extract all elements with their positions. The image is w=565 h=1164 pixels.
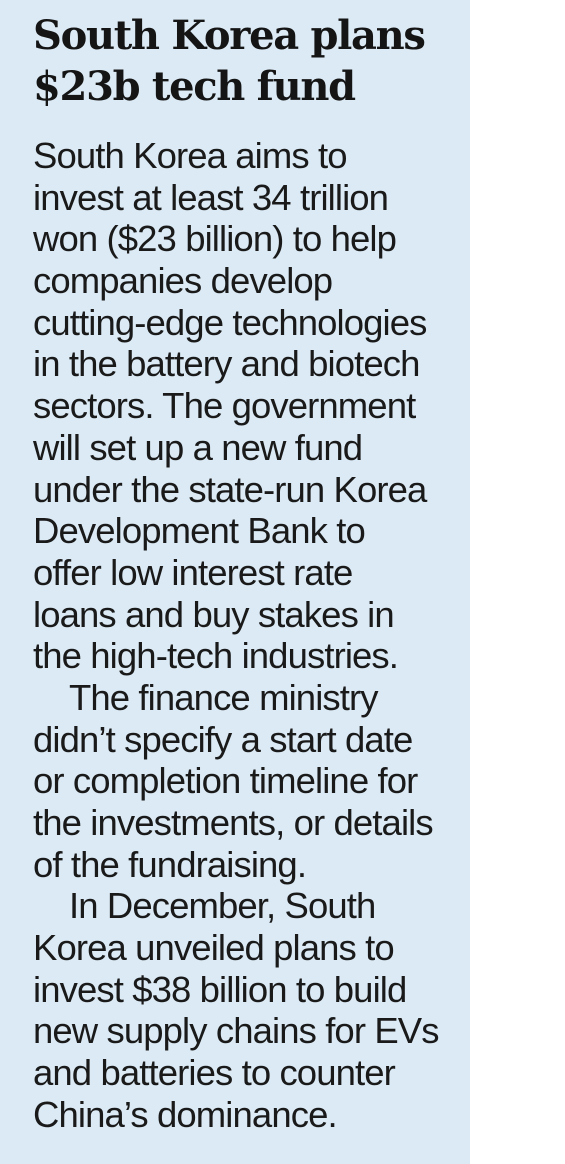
body-line: cutting-edge technologies xyxy=(33,301,427,343)
body-line: The finance ministry xyxy=(69,676,378,718)
body-line: loans and buy stakes in xyxy=(33,593,395,635)
body-line: offer low interest rate xyxy=(33,551,353,593)
article-body: South Korea aims to invest at least 34 t… xyxy=(33,135,470,1136)
body-line: will set up a new fund xyxy=(33,426,363,468)
body-line: invest at least 34 trillion xyxy=(33,176,389,218)
page-margin xyxy=(470,0,565,1164)
body-line: companies develop xyxy=(33,260,333,302)
article-panel: South Korea plans $23b tech fund South K… xyxy=(0,0,470,1164)
body-line: didn’t specify a start date xyxy=(33,718,413,760)
body-line: sectors. The government xyxy=(33,385,416,427)
article-headline: South Korea plans $23b tech fund xyxy=(33,10,470,112)
headline-line: South Korea plans xyxy=(33,12,426,59)
body-line: and batteries to counter xyxy=(33,1052,396,1094)
body-line: China’s dominance. xyxy=(33,1093,338,1135)
body-line: in the battery and biotech xyxy=(33,343,420,385)
body-line: Development Bank to xyxy=(33,510,366,552)
headline-line: $23b tech fund xyxy=(33,63,356,110)
body-line: the high-tech industries. xyxy=(33,635,399,677)
body-line: of the fundraising. xyxy=(33,843,307,885)
body-line: the investments, or details xyxy=(33,802,434,843)
body-line: South Korea aims to xyxy=(33,135,348,176)
body-line: won ($23 billion) to help xyxy=(33,218,397,260)
body-line: invest $38 billion to build xyxy=(33,968,407,1010)
body-line: or completion timeline for xyxy=(33,760,418,802)
body-line: Korea unveiled plans to xyxy=(33,927,395,969)
body-line: In December, South xyxy=(69,885,376,927)
body-line: new supply chains for EVs xyxy=(33,1010,439,1052)
body-line: under the state-run Korea xyxy=(33,468,427,510)
